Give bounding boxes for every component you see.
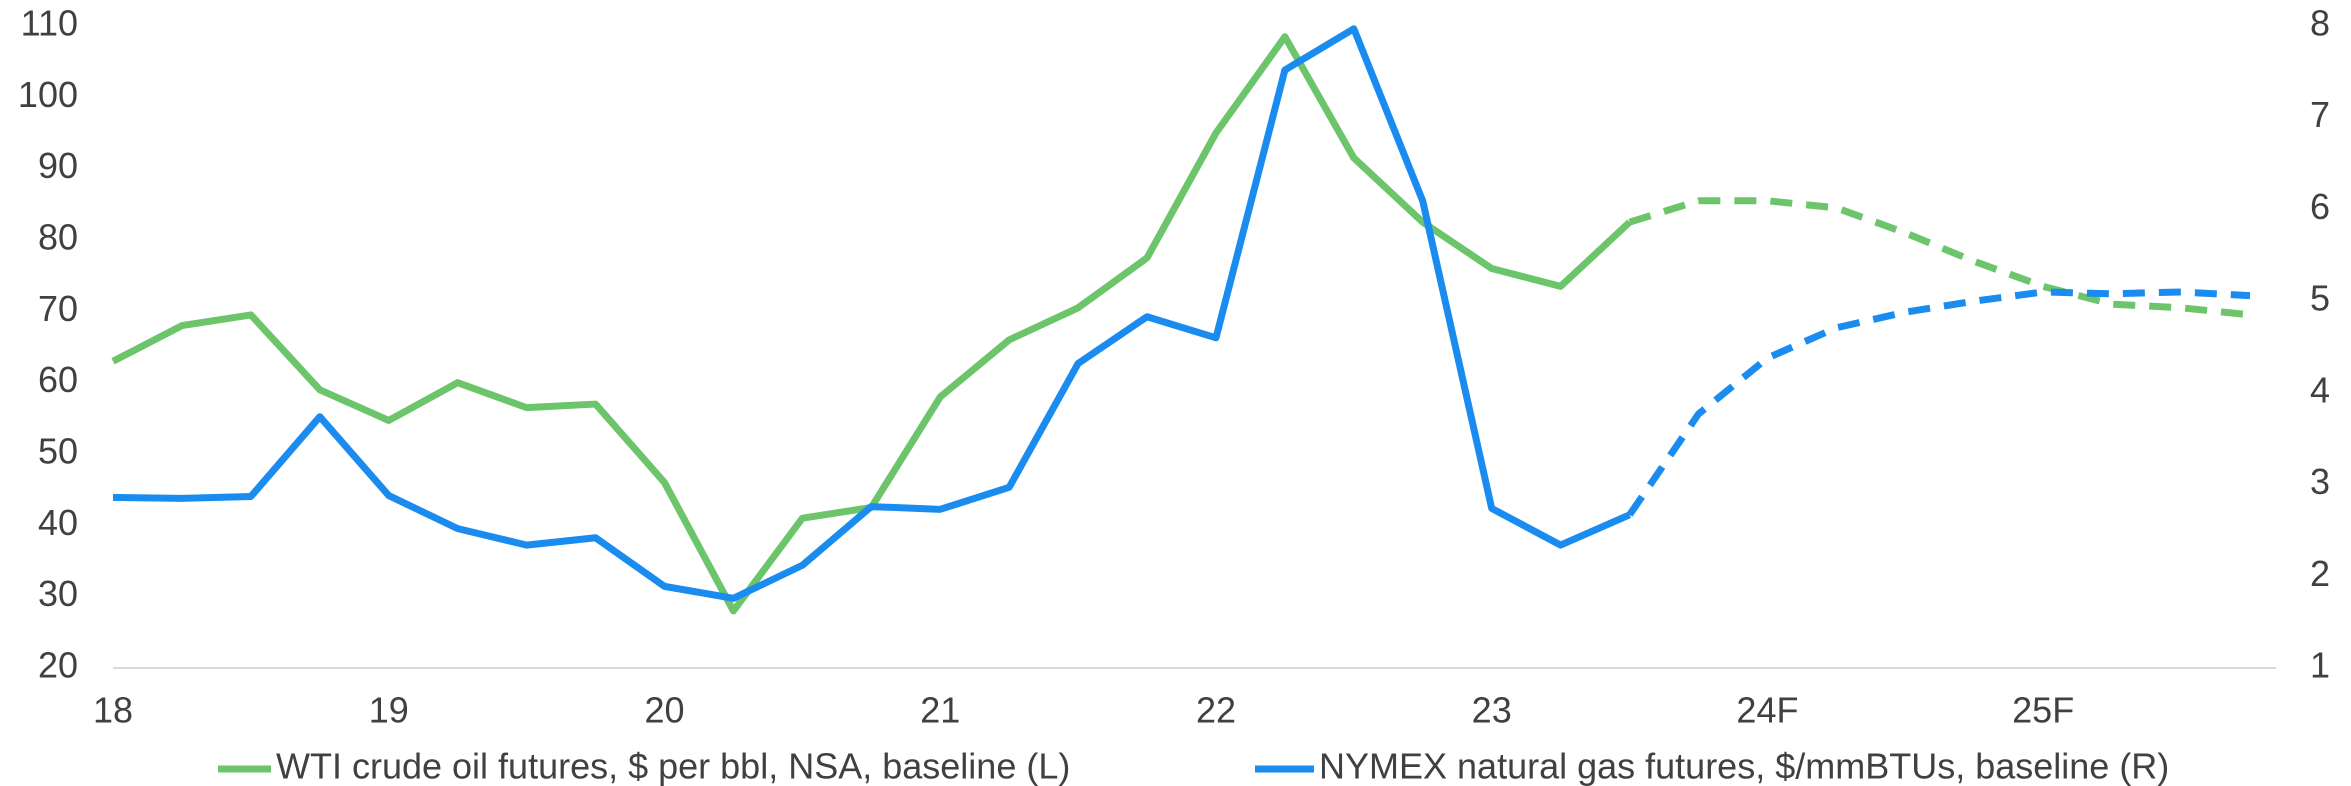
y-tick-label: 30 (38, 573, 78, 614)
forecast-line (1628, 197, 2251, 319)
x-tick-label: 22 (1196, 690, 1236, 731)
y-tick-label: 60 (38, 359, 78, 400)
y-tick-label: 80 (38, 217, 78, 258)
forecast-line (1626, 288, 2251, 517)
y2-tick-label: 8 (2310, 3, 2330, 44)
legend-label: NYMEX natural gas futures, $/mmBTUs, bas… (1319, 746, 2169, 786)
y-tick-label: 70 (38, 288, 78, 329)
x-tick-label: 23 (1472, 690, 1512, 731)
y-tick-label: 100 (18, 74, 78, 115)
y2-tick-label: 1 (2310, 645, 2330, 686)
x-tick-label: 19 (369, 690, 409, 731)
y2-tick-label: 2 (2310, 553, 2330, 594)
x-tick-label: 18 (93, 690, 133, 731)
y2-tick-label: 7 (2310, 94, 2330, 135)
y-tick-label: 90 (38, 145, 78, 186)
y2-tick-label: 4 (2310, 369, 2330, 410)
y2-tick-label: 5 (2310, 278, 2330, 319)
y2-tick-label: 6 (2310, 186, 2330, 227)
series-line (112, 25, 1631, 602)
y-tick-label: 110 (21, 3, 78, 44)
x-tick-label: 25F (2012, 690, 2074, 731)
y2-tick-label: 3 (2310, 461, 2330, 502)
legend-label: WTI crude oil futures, $ per bbl, NSA, b… (276, 746, 1070, 786)
x-tick-label: 21 (920, 690, 960, 731)
x-tick-label: 20 (644, 690, 684, 731)
series-line (111, 33, 1632, 615)
y-tick-label: 50 (38, 431, 78, 472)
x-tick-label: 24F (1736, 690, 1798, 731)
y-tick-label: 20 (38, 645, 78, 686)
y-tick-label: 40 (38, 502, 78, 543)
